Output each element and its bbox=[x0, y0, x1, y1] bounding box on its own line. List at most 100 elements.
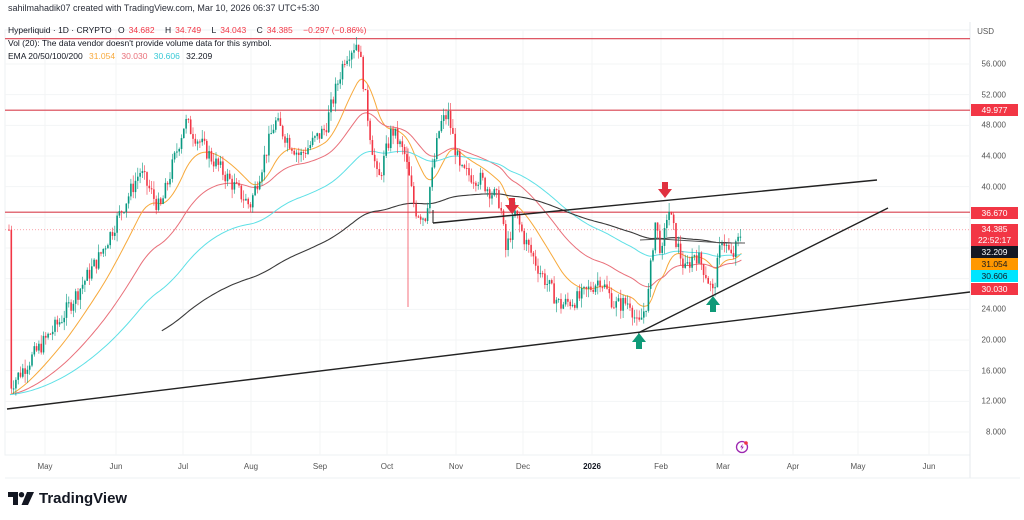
candle-body bbox=[102, 248, 105, 254]
candle-body bbox=[100, 252, 102, 254]
candle-body bbox=[54, 319, 56, 332]
candle-body bbox=[672, 214, 675, 224]
candle-body bbox=[392, 128, 394, 136]
ema-row[interactable]: EMA 20/50/100/200 31.054 30.030 30.606 3… bbox=[8, 50, 370, 63]
candle-body bbox=[718, 245, 721, 258]
candle-body bbox=[155, 198, 157, 210]
ema200-line bbox=[161, 193, 742, 332]
price-tick-label: 52.000 bbox=[981, 90, 1006, 100]
candle-body bbox=[178, 148, 180, 152]
candle-body bbox=[192, 134, 194, 139]
candle-body bbox=[551, 280, 553, 284]
candle-body bbox=[553, 283, 555, 304]
price-tag-49-977: 49.977 bbox=[971, 104, 1018, 116]
candle-body bbox=[682, 258, 684, 268]
candle-body bbox=[298, 152, 300, 156]
candle-body bbox=[185, 118, 187, 129]
candle-body bbox=[247, 198, 249, 205]
candle-body bbox=[677, 243, 680, 248]
candle-body bbox=[249, 204, 252, 208]
candle-body bbox=[666, 219, 668, 229]
candle-body bbox=[275, 120, 277, 130]
price-tick-label: 44.000 bbox=[981, 151, 1006, 161]
candle-body bbox=[442, 115, 445, 122]
candle-body bbox=[599, 280, 601, 288]
candle-body bbox=[293, 150, 295, 155]
candle-body bbox=[654, 222, 657, 251]
candle-body bbox=[258, 181, 261, 190]
candle-body bbox=[502, 210, 505, 224]
candle-body bbox=[15, 379, 17, 389]
time-tick-label: Feb bbox=[654, 462, 668, 471]
up-arrow-icon bbox=[632, 333, 646, 349]
candle-body bbox=[626, 303, 629, 305]
candle-body bbox=[91, 266, 93, 279]
ohlc-open: O 34.682 bbox=[117, 25, 155, 35]
candle-body bbox=[525, 239, 528, 245]
candle-body bbox=[238, 183, 240, 186]
candle-body bbox=[580, 287, 583, 299]
candle-body bbox=[355, 44, 358, 51]
flash-alert-icon[interactable] bbox=[735, 440, 749, 454]
candle-body bbox=[35, 346, 38, 351]
candle-body bbox=[645, 310, 647, 312]
candle-body bbox=[65, 302, 68, 318]
time-tick-label: Oct bbox=[380, 462, 394, 471]
candle-body bbox=[206, 140, 208, 159]
candle-body bbox=[348, 59, 351, 61]
tradingview-logo[interactable]: TradingView bbox=[8, 490, 127, 507]
candle-body bbox=[424, 218, 427, 221]
candle-body bbox=[88, 269, 91, 279]
candle-body bbox=[217, 158, 220, 165]
volume-note[interactable]: Vol (20): The data vendor doesn't provid… bbox=[8, 38, 272, 48]
candle-body bbox=[367, 90, 369, 121]
candle-body bbox=[252, 195, 254, 208]
candle-body bbox=[511, 216, 514, 240]
candle-body bbox=[541, 273, 544, 275]
candle-body bbox=[461, 165, 463, 167]
candle-body bbox=[265, 154, 268, 156]
candle-body bbox=[590, 286, 592, 290]
time-tick-label: Aug bbox=[243, 462, 259, 471]
candle-body bbox=[438, 131, 440, 139]
price-tag-30-030: 30.030 bbox=[971, 283, 1018, 295]
candle-body bbox=[732, 253, 735, 257]
candle-body bbox=[431, 167, 433, 188]
candle-body bbox=[318, 133, 321, 139]
down-arrow-icon bbox=[658, 182, 672, 198]
time-tick-label: May bbox=[850, 462, 866, 471]
candle-body bbox=[68, 302, 70, 304]
candle-body bbox=[530, 244, 532, 253]
candle-body bbox=[70, 302, 72, 311]
candle-body bbox=[486, 189, 489, 192]
candle-body bbox=[49, 333, 52, 335]
currency-label[interactable]: USD bbox=[977, 27, 994, 36]
candle-body bbox=[668, 211, 670, 220]
symbol-name[interactable]: Hyperliquid · 1D · CRYPTO bbox=[8, 25, 112, 35]
candle-body bbox=[111, 232, 114, 236]
ohlc-high: H 34.749 bbox=[164, 25, 202, 35]
candle-body bbox=[86, 269, 88, 281]
candle-body bbox=[376, 161, 378, 170]
candle-body bbox=[684, 263, 686, 268]
candle-body bbox=[93, 259, 95, 267]
candle-body bbox=[447, 111, 450, 120]
candle-body bbox=[309, 145, 312, 149]
candle-body bbox=[721, 242, 723, 246]
candle-body bbox=[146, 172, 148, 186]
candle-body bbox=[12, 388, 15, 390]
candle-body bbox=[505, 223, 507, 251]
candle-body bbox=[454, 133, 456, 156]
candle-body bbox=[705, 274, 707, 278]
candle-body bbox=[284, 136, 286, 143]
candle-body bbox=[482, 172, 484, 178]
candle-body bbox=[337, 83, 339, 85]
candle-body bbox=[311, 137, 314, 146]
candle-body bbox=[125, 203, 128, 213]
candle-body bbox=[700, 252, 703, 265]
candle-body bbox=[314, 136, 316, 138]
candle-body bbox=[615, 301, 617, 308]
candle-body bbox=[396, 128, 399, 145]
candle-body bbox=[539, 273, 542, 275]
